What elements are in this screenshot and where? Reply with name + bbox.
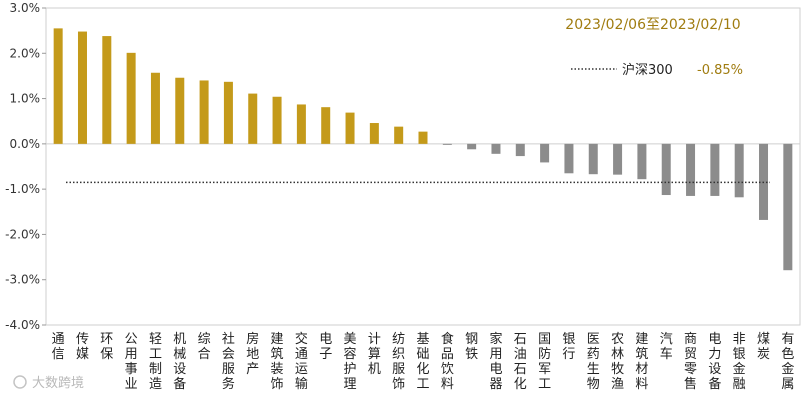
x-tick-label: 建筑材料 <box>635 332 648 392</box>
x-tick-label: 有色金属 <box>781 332 794 392</box>
bar <box>734 143 744 198</box>
x-tick-label: 环保 <box>100 332 113 362</box>
x-tick-label: 公用事业 <box>125 332 138 392</box>
legend-label: 沪深300 <box>622 62 673 78</box>
bar <box>613 143 623 175</box>
bar <box>102 36 112 144</box>
x-tick-label: 计算机 <box>368 332 381 377</box>
x-tick-label: 汽车 <box>660 332 673 362</box>
x-tick-label: 商贸零售 <box>684 332 697 392</box>
x-tick-label: 煤炭 <box>757 332 770 362</box>
y-tick-label: -2.0% <box>5 227 40 241</box>
y-tick-label: 0.0% <box>10 137 41 151</box>
bar <box>77 31 87 144</box>
bar <box>394 126 404 144</box>
bar <box>175 77 185 144</box>
y-tick-label: 1.0% <box>10 92 41 106</box>
x-axis-labels: 通信传媒环保公用事业轻工制造机械设备综合社会服务房地产建筑装饰交通运输电子美容护… <box>52 331 795 392</box>
bar <box>150 72 160 144</box>
bars <box>53 28 793 271</box>
x-tick-label: 通信 <box>52 332 65 362</box>
legend: 沪深300 -0.85% <box>571 62 743 78</box>
bar <box>686 143 696 196</box>
x-tick-label: 食品饮料 <box>441 331 454 392</box>
bar <box>637 143 647 180</box>
x-tick-label: 农林牧渔 <box>611 332 624 392</box>
bar <box>540 143 550 163</box>
bar <box>467 143 477 150</box>
bar <box>296 104 306 144</box>
watermark: 大数跨境 <box>13 375 84 391</box>
bar <box>515 143 525 157</box>
watermark-logo-icon <box>13 375 27 389</box>
bar <box>442 143 452 145</box>
bar <box>199 80 209 144</box>
x-tick-label: 医药生物 <box>587 332 600 392</box>
x-tick-label: 交通运输 <box>295 331 308 392</box>
x-tick-label: 钢铁 <box>465 332 478 362</box>
bar <box>126 52 136 144</box>
bar <box>369 123 379 144</box>
x-tick-label: 银行 <box>562 332 575 362</box>
bar <box>53 28 63 144</box>
bar <box>661 143 671 196</box>
plot-border <box>45 7 801 326</box>
date-range: 2023/02/06至2023/02/10 <box>565 17 740 33</box>
x-tick-label: 基础化工 <box>416 332 429 392</box>
y-axis: -4.0% -3.0% -2.0% -1.0% 0.0% 1.0% 2.0% 3.0% <box>5 1 46 332</box>
x-tick-label: 轻工制造 <box>149 332 162 392</box>
x-tick-label: 房地产 <box>246 331 259 377</box>
watermark-text: 大数跨境 <box>32 376 84 391</box>
bar <box>248 93 258 144</box>
x-tick-label: 国防军工 <box>538 332 551 392</box>
bar <box>223 81 233 144</box>
bar <box>491 143 501 154</box>
x-tick-label: 社会服务 <box>222 331 235 392</box>
x-tick-label: 电力设备 <box>708 332 721 392</box>
bar <box>321 107 331 144</box>
x-tick-label: 传媒 <box>76 332 89 362</box>
bar <box>564 143 574 174</box>
x-tick-label: 石油石化 <box>514 332 527 392</box>
x-tick-label: 机械设备 <box>173 332 186 392</box>
bar <box>783 143 793 271</box>
x-tick-label: 综合 <box>198 332 211 362</box>
bar <box>345 112 355 144</box>
y-tick-label: -3.0% <box>5 273 40 287</box>
bar <box>710 143 720 196</box>
x-tick-label: 家用电器 <box>489 331 502 392</box>
x-tick-label: 非银金融 <box>733 332 746 392</box>
y-tick-label: -1.0% <box>5 182 40 196</box>
legend-value: -0.85% <box>697 63 743 78</box>
y-tick-label: 3.0% <box>10 1 41 15</box>
x-tick-label: 电子 <box>319 332 332 362</box>
y-tick-label: -4.0% <box>5 318 40 332</box>
x-tick-label: 纺织服饰 <box>392 332 405 392</box>
y-tick-label: 2.0% <box>10 46 41 60</box>
bar <box>418 131 428 144</box>
x-tick-label: 建筑装饰 <box>271 332 284 392</box>
x-tick-label: 美容护理 <box>344 332 357 392</box>
bar <box>588 143 598 175</box>
bar <box>272 96 282 144</box>
